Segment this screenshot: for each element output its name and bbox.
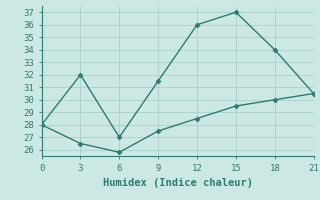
- X-axis label: Humidex (Indice chaleur): Humidex (Indice chaleur): [103, 178, 252, 188]
